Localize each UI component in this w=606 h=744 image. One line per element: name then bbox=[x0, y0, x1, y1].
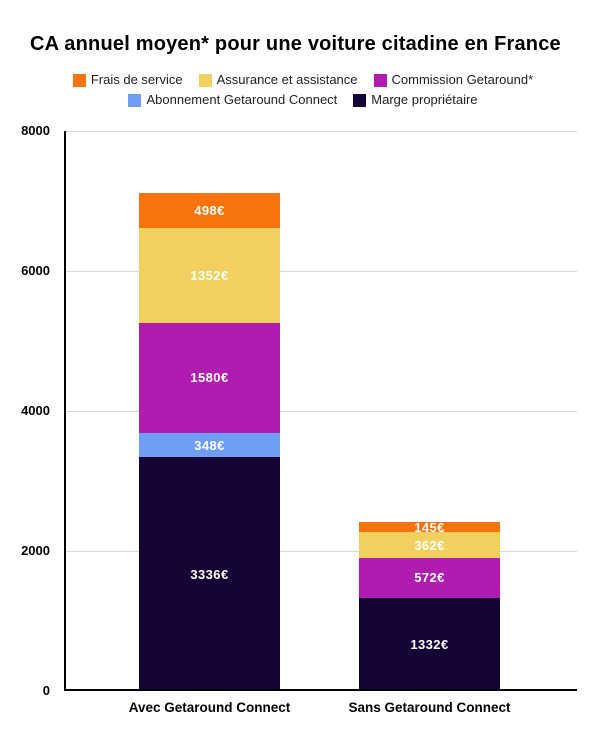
legend-item: Commission Getaround* bbox=[373, 72, 534, 87]
bar-segment: 498€ bbox=[139, 193, 280, 228]
legend-label: Commission Getaround* bbox=[391, 72, 534, 87]
chart-title: CA annuel moyen* pour une voiture citadi… bbox=[30, 33, 561, 55]
gridline bbox=[64, 271, 577, 272]
segment-value-label: 145€ bbox=[414, 519, 445, 535]
bar-segment: 1580€ bbox=[139, 322, 280, 434]
x-axis-line bbox=[64, 689, 577, 691]
bar-segment: 362€ bbox=[359, 532, 500, 558]
bar-segment: 1352€ bbox=[139, 227, 280, 323]
bar-segment: 1332€ bbox=[359, 597, 500, 691]
legend-row: Frais de service Assurance et assistance C… bbox=[0, 73, 606, 87]
legend-row: Abonnement Getaround Connect Marge propri… bbox=[0, 93, 606, 107]
y-tick-label: 8000 bbox=[21, 123, 50, 138]
bar-segment: 572€ bbox=[359, 557, 500, 598]
legend-item: Assurance et assistance bbox=[198, 72, 358, 87]
legend-item: Frais de service bbox=[72, 72, 183, 87]
stacked-bar: 145€ 362€ 572€ 1332€ bbox=[359, 519, 500, 691]
x-category-label: Sans Getaround Connect bbox=[348, 700, 511, 715]
segment-value-label: 362€ bbox=[414, 537, 445, 553]
segment-value-label: 3336€ bbox=[190, 566, 229, 582]
plot-area: 498€ 1352€ 1580€ 348€ 3336€ 145€ 362€ 572€ 1332€ bbox=[64, 131, 577, 691]
legend-label: Frais de service bbox=[90, 72, 183, 87]
segment-value-label: 348€ bbox=[194, 437, 225, 453]
x-category-label: Avec Getaround Connect bbox=[128, 700, 291, 715]
bar-segment: 145€ bbox=[359, 519, 500, 535]
legend-label: Assurance et assistance bbox=[216, 72, 358, 87]
segment-value-label: 572€ bbox=[414, 570, 445, 586]
y-tick-label: 2000 bbox=[21, 543, 50, 558]
y-tick-label: 0 bbox=[42, 683, 50, 698]
y-axis: 0 2000 4000 6000 8000 bbox=[0, 123, 57, 698]
y-axis-line bbox=[64, 131, 66, 691]
gridline bbox=[64, 551, 577, 552]
legend-swatch-icon bbox=[72, 73, 86, 87]
stacked-bar: 498€ 1352€ 1580€ 348€ 3336€ bbox=[139, 193, 280, 691]
legend-label: Abonnement Getaround Connect bbox=[146, 92, 338, 107]
legend-swatch-icon bbox=[373, 73, 387, 87]
segment-value-label: 1332€ bbox=[410, 636, 449, 652]
y-tick-label: 4000 bbox=[21, 403, 50, 418]
segment-value-label: 1580€ bbox=[190, 370, 229, 386]
legend-label: Marge propriétaire bbox=[371, 92, 478, 107]
legend-swatch-icon bbox=[353, 93, 367, 107]
legend: Frais de service Assurance et assistance C… bbox=[0, 73, 606, 107]
legend-item: Abonnement Getaround Connect bbox=[128, 93, 337, 107]
segment-value-label: 1352€ bbox=[190, 267, 229, 283]
legend-swatch-icon bbox=[128, 93, 142, 107]
bar-segment: 3336€ bbox=[139, 457, 280, 691]
gridline bbox=[64, 411, 577, 412]
y-tick-label: 6000 bbox=[21, 263, 50, 278]
segment-value-label: 498€ bbox=[194, 202, 225, 218]
legend-swatch-icon bbox=[198, 73, 212, 87]
bar-segment: 348€ bbox=[139, 433, 280, 458]
legend-item: Marge propriétaire bbox=[353, 92, 478, 107]
gridline bbox=[64, 131, 577, 132]
